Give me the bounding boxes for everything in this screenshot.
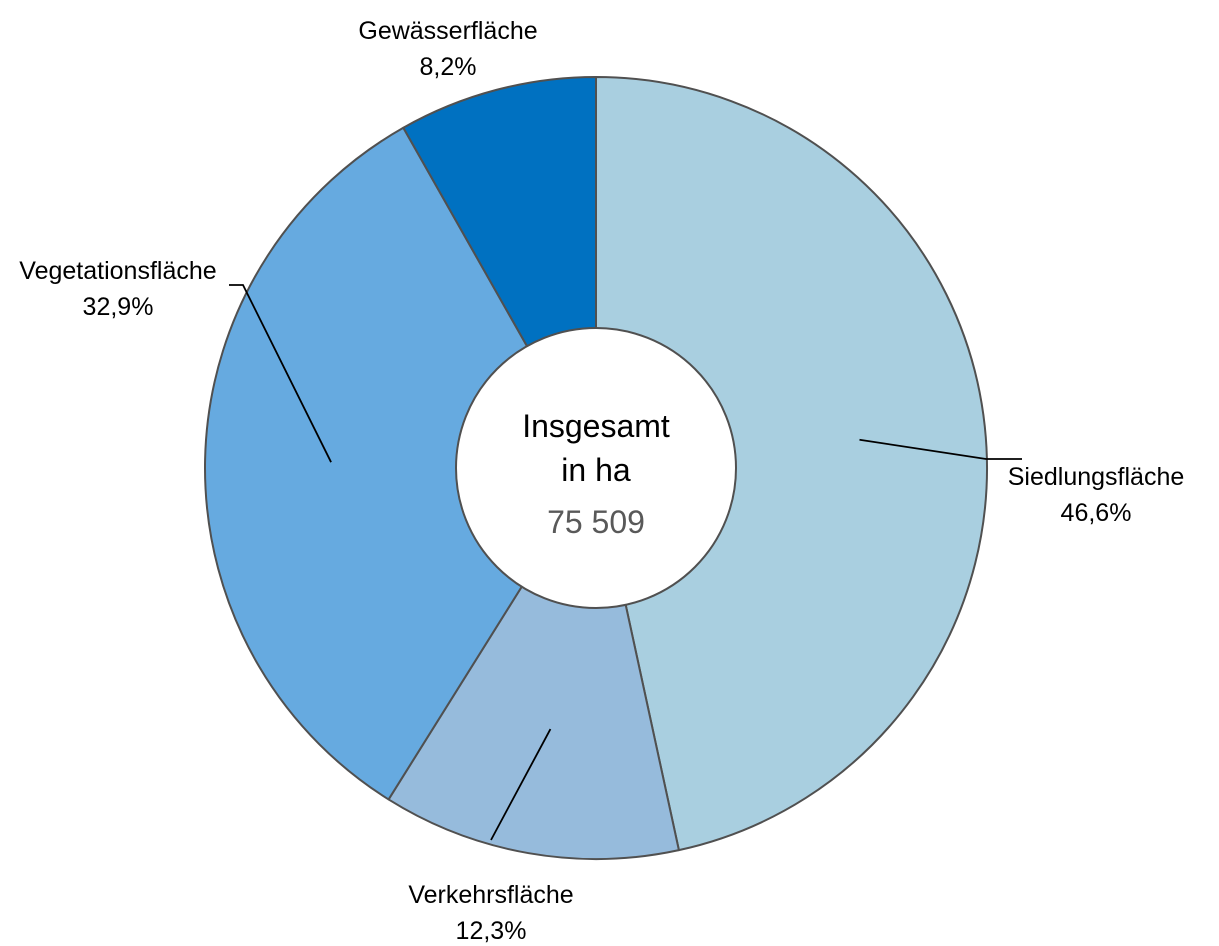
- slice-siedlungsflaeche: [595, 76, 988, 852]
- label-siedlungsflaeche-name: Siedlungsfläche: [1008, 463, 1185, 491]
- center-title-line1: Insgesamt: [522, 408, 670, 444]
- center-total-value: 75 509: [547, 504, 645, 540]
- leader-line-verkehrsflaeche: [490, 728, 552, 841]
- leader-line-vegetationsflaeche: [229, 284, 332, 463]
- label-gewaesserflaeche-value: 8,2%: [420, 53, 477, 81]
- leader-lines-group: [229, 284, 1022, 841]
- label-vegetationsflaeche-name: Vegetationsfläche: [19, 257, 216, 285]
- label-vegetationsflaeche-value: 32,9%: [83, 293, 154, 321]
- label-verkehrsflaeche-value: 12,3%: [456, 917, 527, 945]
- leader-line-siedlungsflaeche: [859, 438, 1022, 460]
- donut-hole: [455, 327, 737, 609]
- center-title-line2: in ha: [561, 452, 631, 488]
- label-gewaesserflaeche-name: Gewässerfläche: [358, 17, 537, 45]
- label-verkehrsflaeche-name: Verkehrsfläche: [408, 881, 573, 909]
- label-siedlungsflaeche-value: 46,6%: [1061, 499, 1132, 527]
